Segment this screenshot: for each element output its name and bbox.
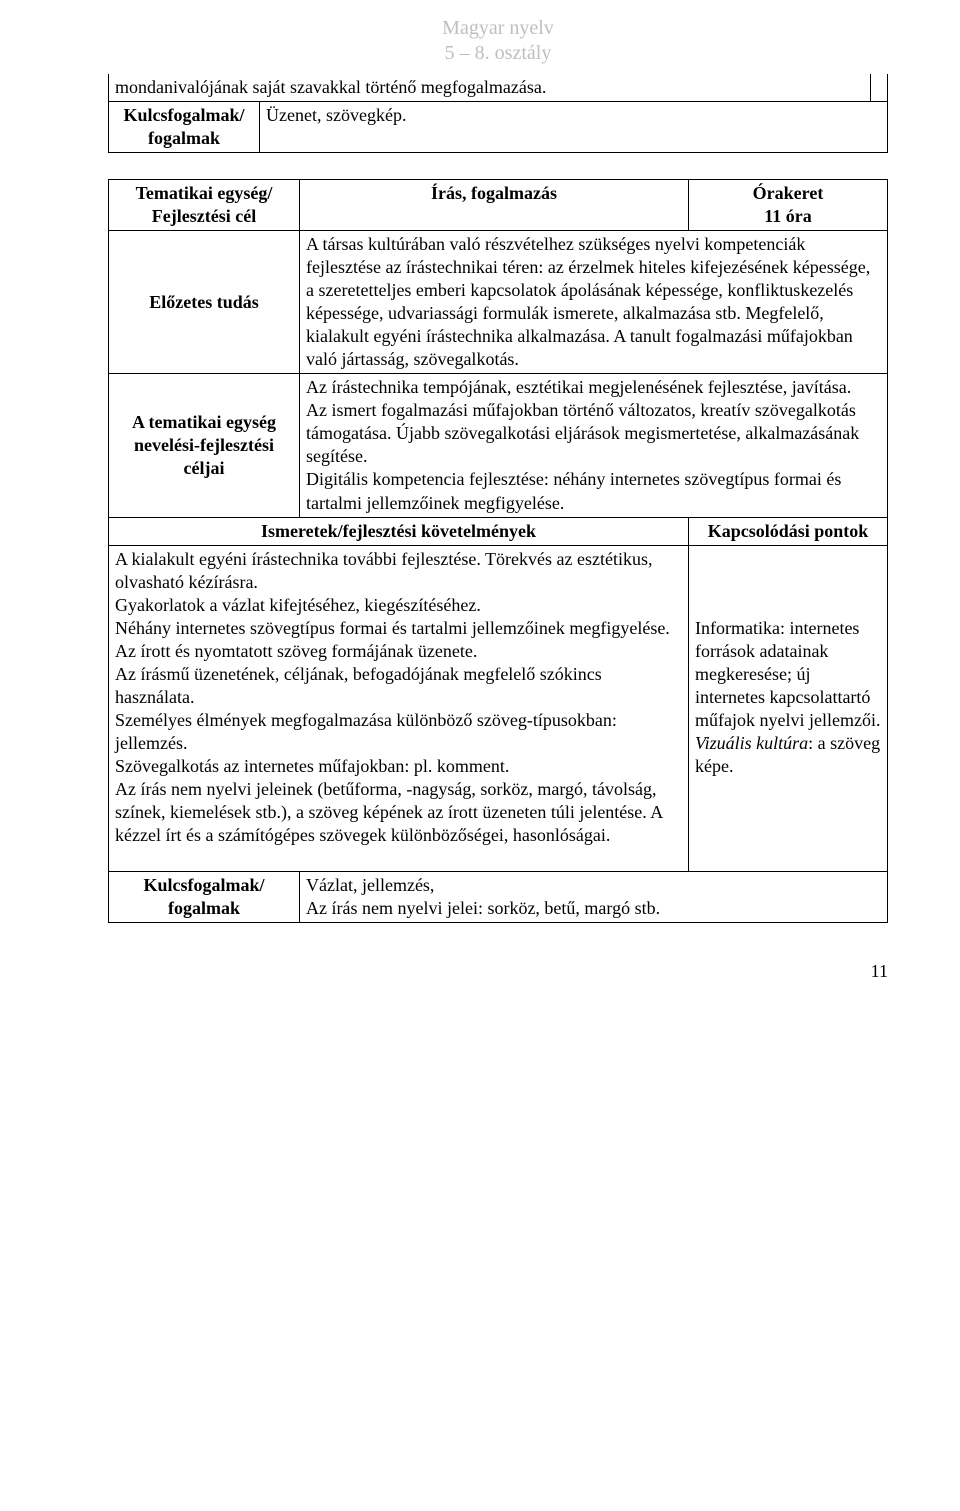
header-line1: Magyar nyelv	[108, 16, 888, 41]
tematikai-title: Írás, fogalmazás	[300, 180, 689, 231]
table-row: Kulcsfogalmak/ fogalmak Vázlat, jellemzé…	[109, 871, 888, 922]
kulcs2-v2: Az írás nem nyelvi jelei: sorköz, betű, …	[306, 898, 660, 918]
kapcsolodasi-body: Informatika: internetes források adatain…	[689, 545, 888, 849]
ismeretek-p5: Személyes élmények megfogalmazása különb…	[115, 710, 617, 753]
kulcs2-v1: Vázlat, jellemzés,	[306, 875, 434, 895]
table-row: Tematikai egység/ Fejlesztési cél Írás, …	[109, 180, 888, 231]
nevelesi-label: A tematikai egység nevelési-fejlesztési …	[109, 374, 300, 517]
kulcsfogalmak-value: Üzenet, szövegkép.	[260, 102, 888, 153]
elozetes-label: Előzetes tudás	[109, 231, 300, 374]
table-row	[109, 849, 888, 872]
ismeretek-p6: Szövegalkotás az internetes műfajokban: …	[115, 756, 509, 776]
mondanivalo-cell: mondanivalójának saját szavakkal történő…	[109, 74, 871, 102]
table-row: Kulcsfogalmak/ fogalmak Üzenet, szövegké…	[109, 102, 888, 153]
ismeretek-body: A kialakult egyéni írástechnika további …	[109, 545, 689, 849]
spacer-right	[689, 849, 888, 872]
table-row: Előzetes tudás A társas kultúrában való …	[109, 231, 888, 374]
header-line2: 5 – 8. osztály	[108, 41, 888, 66]
nevelesi-p2: Az ismert fogalmazási műfajokban történő…	[306, 400, 859, 466]
elozetes-text: A társas kultúrában való részvételhez sz…	[300, 231, 888, 374]
orakeret-cell: Órakeret 11 óra	[689, 180, 888, 231]
table-row: mondanivalójának saját szavakkal történő…	[109, 74, 888, 102]
page-header: Magyar nyelv 5 – 8. osztály	[108, 0, 888, 74]
ismeretek-p1: A kialakult egyéni írástechnika további …	[115, 549, 652, 592]
ismeretek-p2: Gyakorlatok a vázlat kifejtéséhez, kiegé…	[115, 595, 481, 615]
ismeretek-p3: Néhány internetes szövegtípus formai és …	[115, 618, 670, 661]
tematikai-label: Tematikai egység/ Fejlesztési cél	[109, 180, 300, 231]
kulcs2-label: Kulcsfogalmak/ fogalmak	[109, 871, 300, 922]
table-top: mondanivalójának saját szavakkal történő…	[108, 74, 888, 153]
orakeret-value: 11 óra	[764, 206, 812, 226]
orakeret-label: Órakeret	[753, 183, 824, 203]
kapcs-italic: Vizuális kultúra	[695, 733, 808, 753]
nevelesi-p3: Digitális kompetencia fejlesztése: néhán…	[306, 469, 841, 512]
empty-cell	[870, 74, 887, 102]
table-row: Ismeretek/fejlesztési követelmények Kapc…	[109, 517, 888, 545]
kulcsfogalmak-label: Kulcsfogalmak/ fogalmak	[109, 102, 260, 153]
kulcs2-value: Vázlat, jellemzés, Az írás nem nyelvi je…	[300, 871, 888, 922]
table-row: A tematikai egység nevelési-fejlesztési …	[109, 374, 888, 517]
kapcsolodasi-label: Kapcsolódási pontok	[689, 517, 888, 545]
ismeretek-label: Ismeretek/fejlesztési követelmények	[109, 517, 689, 545]
spacer-left	[109, 849, 689, 872]
nevelesi-p1: Az írástechnika tempójának, esztétikai m…	[306, 377, 851, 397]
table-main: Tematikai egység/ Fejlesztési cél Írás, …	[108, 179, 888, 923]
kapcs-text1: Informatika: internetes források adatain…	[695, 618, 880, 730]
nevelesi-text: Az írástechnika tempójának, esztétikai m…	[300, 374, 888, 517]
ismeretek-p4: Az írásmű üzenetének, céljának, befogadó…	[115, 664, 602, 707]
ismeretek-p7: Az írás nem nyelvi jeleinek (betűforma, …	[115, 779, 662, 845]
page-number: 11	[108, 949, 888, 982]
table-row: A kialakult egyéni írástechnika további …	[109, 545, 888, 849]
